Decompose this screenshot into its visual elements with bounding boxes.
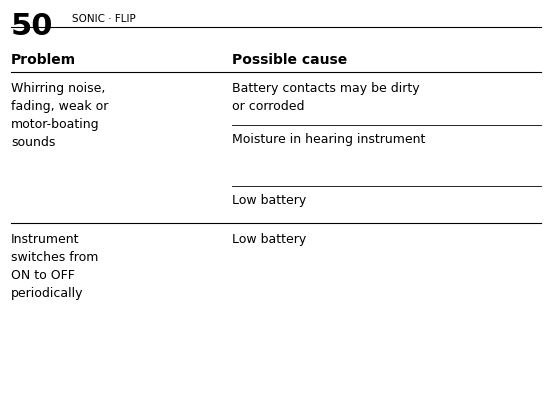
Text: 50: 50	[11, 12, 54, 41]
Text: Low battery: Low battery	[232, 194, 306, 207]
Text: SONIC · FLIP: SONIC · FLIP	[72, 14, 135, 24]
Text: Possible cause: Possible cause	[232, 53, 347, 67]
Text: Low battery: Low battery	[232, 233, 306, 246]
Text: Problem: Problem	[11, 53, 76, 67]
Text: Instrument
switches from
ON to OFF
periodically: Instrument switches from ON to OFF perio…	[11, 233, 98, 300]
Text: Battery contacts may be dirty
or corroded: Battery contacts may be dirty or corrode…	[232, 82, 420, 113]
Text: Whirring noise,
fading, weak or
motor-boating
sounds: Whirring noise, fading, weak or motor-bo…	[11, 82, 108, 149]
Text: Moisture in hearing instrument: Moisture in hearing instrument	[232, 133, 425, 146]
